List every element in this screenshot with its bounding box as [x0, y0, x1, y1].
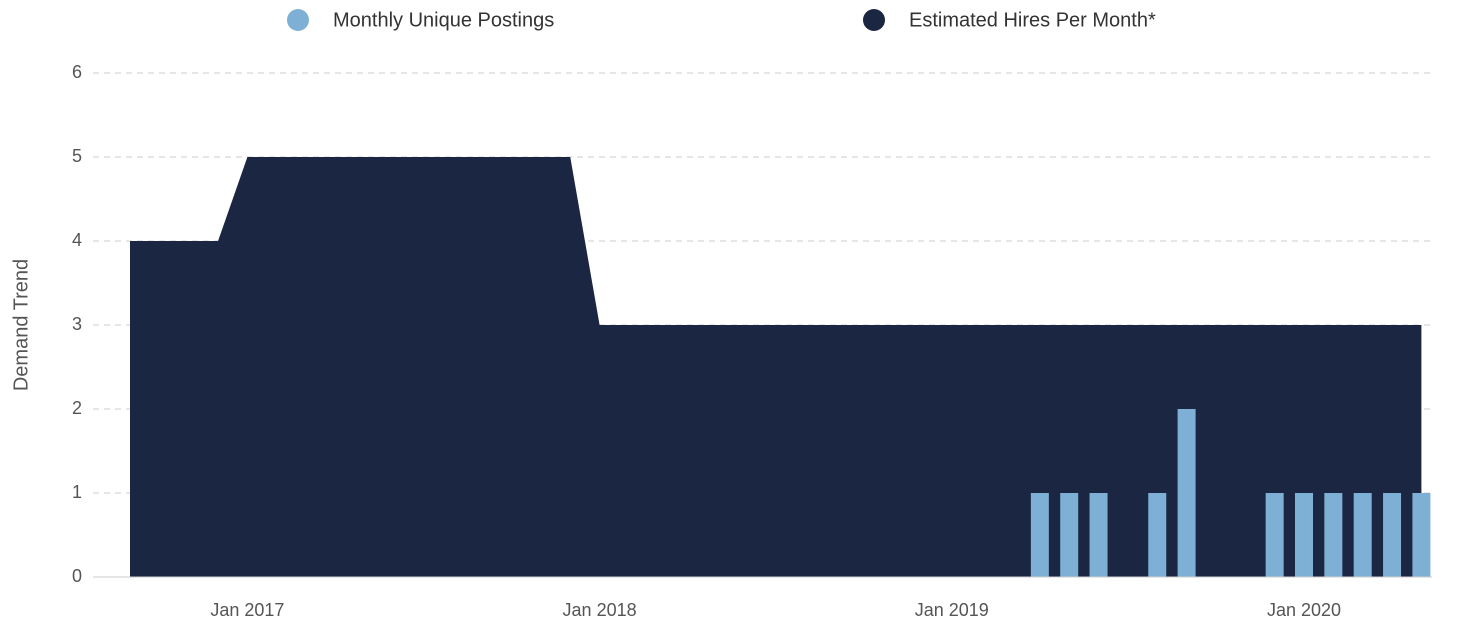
- x-tick-label: Jan 2020: [1267, 600, 1341, 620]
- bar: [1265, 493, 1284, 577]
- bar: [1060, 493, 1079, 577]
- bar: [1353, 493, 1372, 577]
- bar: [1148, 493, 1167, 577]
- legend-label: Monthly Unique Postings: [333, 9, 554, 31]
- bar: [1030, 493, 1049, 577]
- bar: [1412, 493, 1431, 577]
- bar: [1324, 493, 1343, 577]
- y-tick-label: 3: [72, 314, 82, 334]
- x-tick-label: Jan 2017: [210, 600, 284, 620]
- x-tick-label: Jan 2018: [563, 600, 637, 620]
- legend-marker: [287, 9, 309, 31]
- y-tick-label: 1: [72, 482, 82, 502]
- y-tick-label: 2: [72, 398, 82, 418]
- y-tick-label: 5: [72, 146, 82, 166]
- area: [130, 157, 1422, 577]
- y-axis-label: Demand Trend: [10, 259, 32, 391]
- y-tick-label: 0: [72, 566, 82, 586]
- legend-marker: [863, 9, 885, 31]
- bar: [1295, 493, 1313, 577]
- x-tick-label: Jan 2019: [915, 600, 989, 620]
- bar: [1089, 493, 1108, 577]
- legend-label: Estimated Hires Per Month*: [909, 9, 1156, 31]
- bar: [1177, 409, 1196, 577]
- y-tick-label: 6: [72, 62, 82, 82]
- y-tick-label: 4: [72, 230, 82, 250]
- bar: [1383, 493, 1402, 577]
